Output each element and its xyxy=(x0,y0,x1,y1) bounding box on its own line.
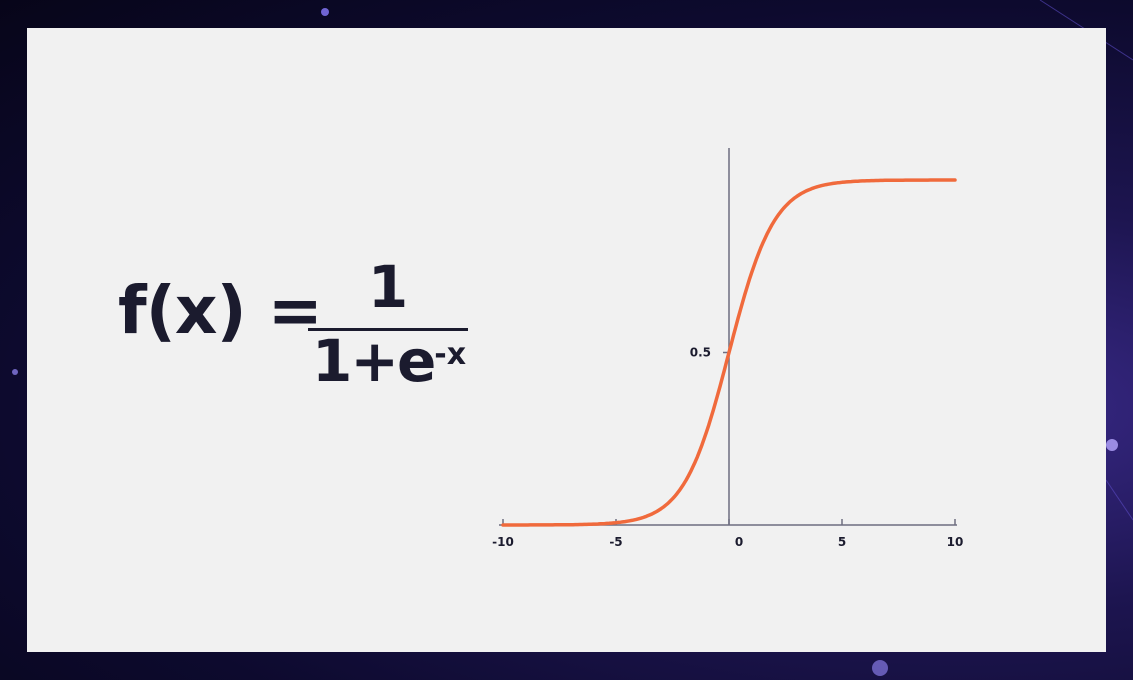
denominator-exponent: -x xyxy=(434,337,467,372)
series xyxy=(501,178,957,527)
denominator-base: 1+e xyxy=(312,327,436,395)
formula-numerator: 1 xyxy=(367,253,409,321)
formula-denominator: 1+e-x xyxy=(312,332,466,390)
x-tick-label: -10 xyxy=(492,535,514,549)
x-tick-label: 10 xyxy=(947,535,964,549)
y-tick-label: 0.5 xyxy=(690,346,711,360)
axes xyxy=(499,148,957,526)
x-tick-label: 5 xyxy=(838,535,846,549)
slide-card xyxy=(27,28,1106,652)
x-tick-label: 0 xyxy=(735,535,743,549)
fraction-bar xyxy=(308,328,468,331)
x-tick-label: -5 xyxy=(609,535,622,549)
sigmoid-curve xyxy=(501,178,957,527)
tick-labels: -10 -5 0 5 10 0.5 xyxy=(492,346,963,550)
formula-fraction: 1 1+e-x xyxy=(308,253,468,390)
formula-lhs: f(x) = xyxy=(118,272,323,349)
